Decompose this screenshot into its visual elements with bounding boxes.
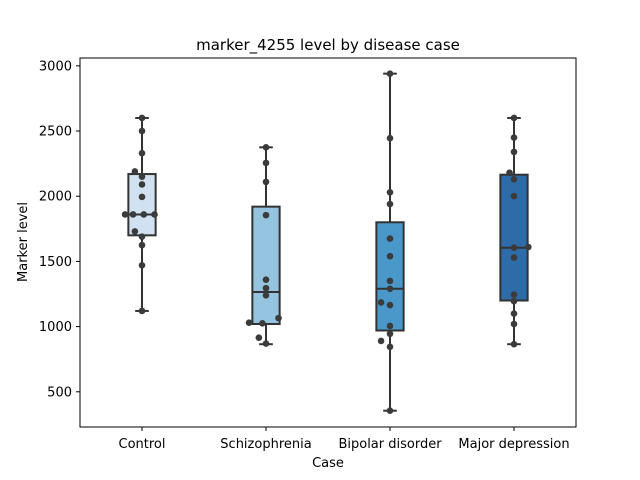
data-point [386, 252, 394, 260]
data-point [510, 254, 518, 261]
data-point [138, 233, 146, 240]
data-point [138, 193, 146, 201]
data-point [386, 200, 394, 208]
data-point [138, 181, 146, 188]
data-point [386, 189, 394, 196]
data-point [262, 276, 270, 283]
swarm-points-schizophrenia [245, 144, 282, 347]
x-axis-label: Case [312, 456, 344, 471]
chart-title: marker_4255 level by disease case [196, 36, 460, 55]
data-point [138, 149, 146, 157]
data-point [510, 310, 518, 317]
data-point [262, 340, 270, 347]
data-point [386, 134, 394, 142]
data-point [524, 243, 532, 251]
data-point [510, 291, 518, 298]
data-point [386, 235, 394, 242]
y-tick-label: 2500 [39, 125, 72, 140]
data-point [510, 134, 518, 141]
data-point [138, 307, 146, 315]
data-point [377, 299, 385, 306]
data-point [262, 144, 270, 151]
swarm-points-bipolar-disorder [377, 70, 394, 415]
data-point [386, 277, 394, 285]
data-point [510, 340, 518, 348]
data-point [138, 127, 146, 135]
x-tick-label: Schizophrenia [220, 437, 311, 452]
x-tick-label: Bipolar disorder [338, 437, 442, 452]
y-tick-label: 1500 [39, 255, 72, 270]
data-point [510, 297, 518, 305]
y-tick-label: 2000 [39, 190, 72, 205]
data-point [386, 285, 394, 293]
data-point [121, 211, 129, 218]
data-point [506, 169, 513, 177]
swarm-points-major-depression [506, 114, 532, 348]
data-point [131, 168, 139, 175]
y-axis-label: Marker level [16, 202, 31, 282]
data-point [138, 262, 146, 269]
data-point [386, 330, 394, 338]
data-point [510, 175, 518, 183]
data-point [275, 314, 282, 322]
data-point [386, 322, 394, 330]
data-point [510, 320, 518, 328]
data-point [262, 284, 270, 292]
x-axis: Control Schizophrenia Bipolar disorder Majo… [119, 427, 570, 452]
data-point [140, 211, 148, 218]
data-point [138, 241, 146, 249]
data-point [138, 114, 146, 122]
data-point [129, 211, 137, 218]
y-tick-label: 3000 [39, 59, 72, 74]
data-point [510, 114, 518, 122]
swarm-points-control [121, 114, 158, 315]
box-schizophrenia [251, 205, 281, 325]
data-point [386, 70, 394, 77]
data-point [151, 211, 158, 218]
data-point [386, 407, 394, 415]
data-point [510, 148, 518, 156]
box-group-bipolar-disorder [375, 72, 405, 412]
data-point [262, 211, 270, 219]
box-group-schizophrenia [251, 146, 281, 346]
data-point [386, 343, 394, 351]
data-point [255, 334, 263, 341]
data-point [510, 244, 518, 252]
data-point [259, 320, 266, 327]
y-tick-label: 1000 [39, 320, 72, 335]
data-point [131, 228, 139, 235]
x-tick-label: Control [119, 437, 166, 452]
data-point [262, 292, 270, 299]
plot-frame [79, 57, 577, 428]
y-axis: 500 1000 1500 2000 2500 3000 [39, 59, 80, 400]
data-point [377, 337, 385, 345]
data-point [386, 301, 394, 309]
data-point [138, 173, 146, 180]
data-point [262, 178, 270, 186]
data-point [510, 192, 518, 200]
data-point [245, 319, 253, 326]
x-tick-label: Major depression [458, 437, 569, 452]
data-point [262, 159, 270, 167]
y-tick-label: 500 [47, 385, 72, 400]
